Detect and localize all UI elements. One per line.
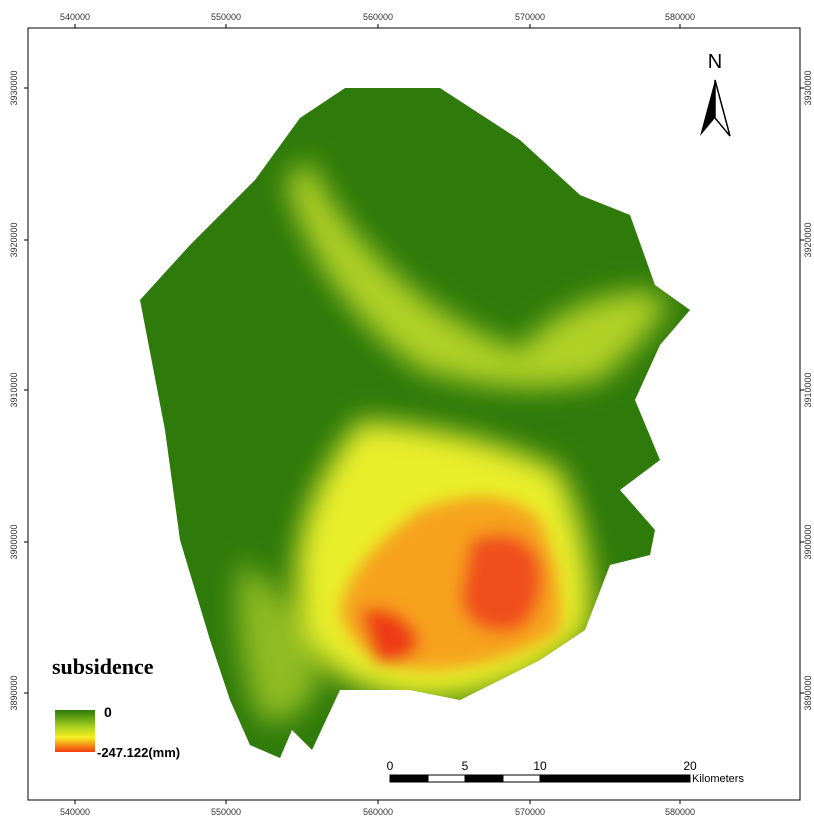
scale-bar: Kilometers 0 5 10 20 (387, 759, 745, 785)
scale-segment (427, 774, 466, 783)
x-tick-label-bottom: 560000 (363, 807, 393, 817)
north-label: N (708, 51, 722, 73)
north-arrow: N (700, 51, 731, 137)
scale-segment (464, 774, 504, 783)
scale-label: 0 (387, 759, 394, 773)
scale-label: 5 (462, 759, 469, 773)
y-tick-label-left: 3890000 (9, 675, 19, 710)
scale-segment (539, 774, 691, 783)
x-tick-label-bottom: 570000 (515, 807, 545, 817)
x-tick-label-top: 570000 (515, 12, 545, 22)
legend-min: -247.122(mm) (97, 745, 180, 760)
north-arrow-right (714, 79, 731, 137)
legend-title: subsidence (52, 654, 154, 679)
x-tick-label-bottom: 580000 (665, 807, 695, 817)
coordinate-ticks: 540000 540000 550000 550000 560000 560000 5700… (9, 12, 813, 817)
legend-ramp (55, 710, 95, 752)
y-tick-label-right: 3920000 (803, 222, 813, 257)
y-tick-label-left: 3900000 (9, 524, 19, 559)
x-tick-label-bottom: 540000 (60, 807, 90, 817)
y-tick-label-left: 3910000 (9, 372, 19, 407)
scale-label: 10 (533, 759, 547, 773)
legend: subsidence 0 -247.122(mm) (52, 654, 180, 760)
scale-segment (389, 774, 429, 783)
scale-unit: Kilometers (692, 773, 744, 785)
x-tick-label-top: 540000 (60, 12, 90, 22)
y-tick-label-left: 3920000 (9, 222, 19, 257)
y-tick-label-right: 3910000 (803, 372, 813, 407)
scale-label: 20 (683, 759, 697, 773)
legend-max: 0 (104, 704, 112, 720)
y-tick-label-right: 3930000 (803, 70, 813, 105)
y-tick-label-right: 3890000 (803, 675, 813, 710)
x-tick-label-bottom: 550000 (211, 807, 241, 817)
x-tick-label-top: 560000 (363, 12, 393, 22)
x-tick-label-top: 550000 (211, 12, 241, 22)
y-tick-label-right: 3900000 (803, 524, 813, 559)
y-tick-label-left: 3930000 (9, 70, 19, 105)
north-arrow-left (700, 80, 715, 136)
x-tick-label-top: 580000 (665, 12, 695, 22)
scale-segment (502, 774, 541, 783)
